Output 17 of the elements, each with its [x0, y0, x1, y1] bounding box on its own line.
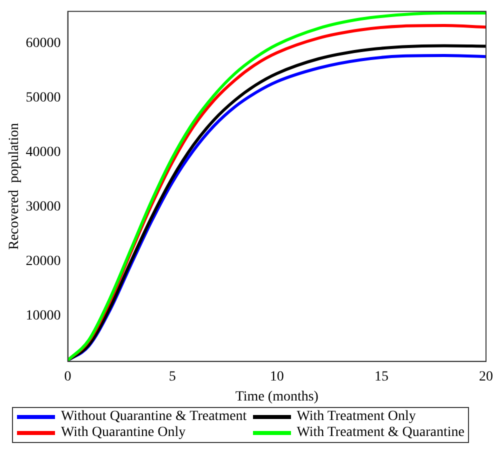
y-axis-title: Recovered population: [7, 123, 22, 250]
legend-label: With Treatment & Quarantine: [296, 425, 464, 441]
y-tick-label: 10000: [26, 308, 61, 324]
legend-label: With Quarantine Only: [61, 425, 186, 441]
x-tick-label: 0: [64, 369, 72, 384]
x-axis-title: Time (months): [235, 389, 319, 404]
x-tick-label: 5: [168, 369, 176, 384]
y-tick-label: 50000: [26, 90, 61, 106]
y-tick-label: 40000: [26, 145, 61, 160]
x-tick-label: 10: [270, 369, 284, 384]
y-tick-label: 20000: [26, 254, 61, 269]
y-tick-label: 30000: [26, 199, 61, 214]
legend-label: Without Quarantine & Treatment: [61, 409, 247, 425]
x-tick-label: 15: [374, 369, 388, 384]
legend-label: With Treatment Only: [296, 409, 416, 425]
y-tick-label: 60000: [26, 36, 61, 52]
x-tick-label: 20: [479, 369, 493, 384]
